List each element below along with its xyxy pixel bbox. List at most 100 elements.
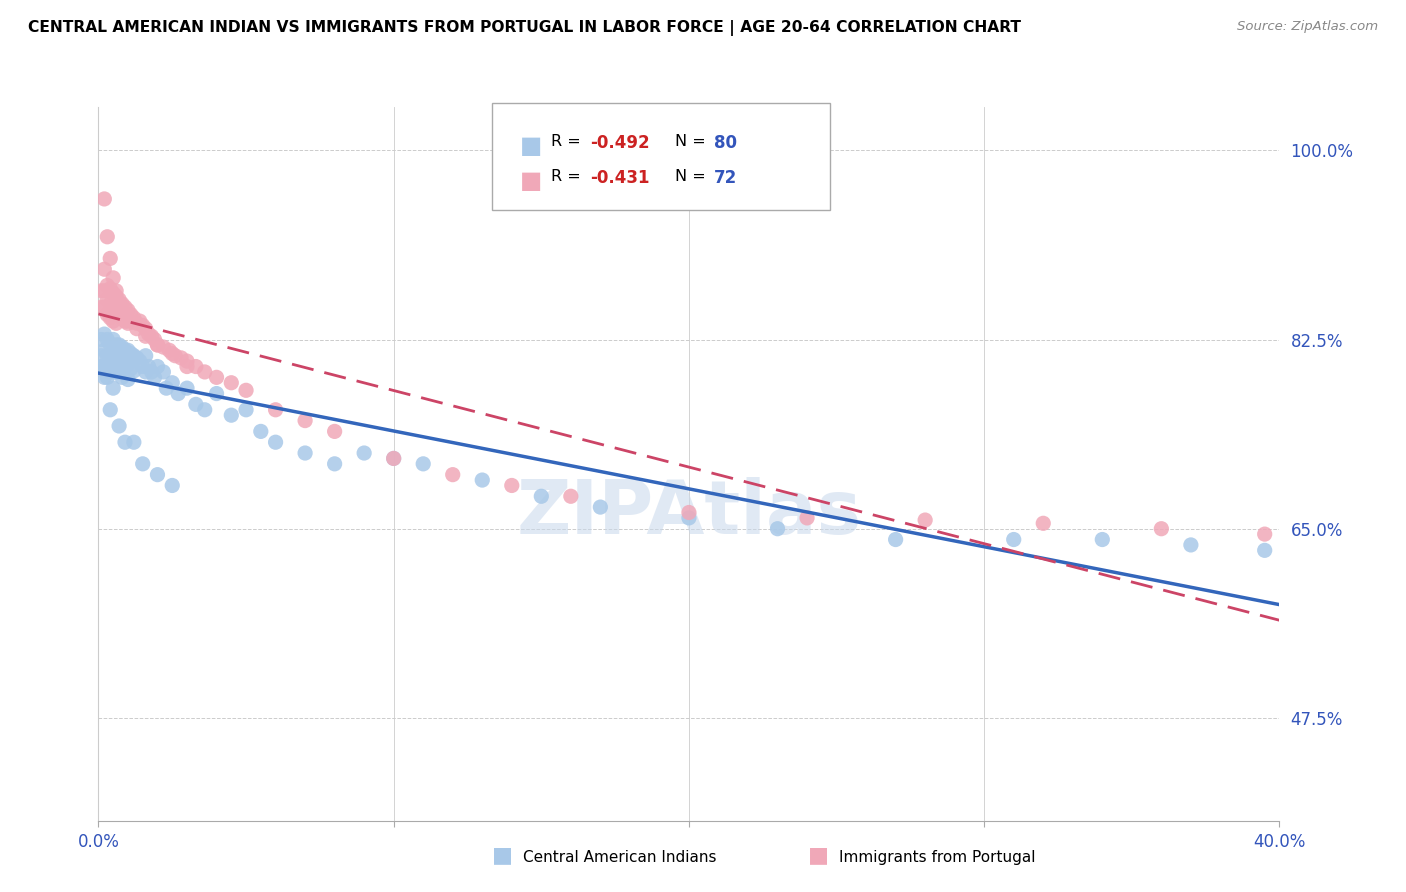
Point	[108, 305, 131, 319]
Point	[530, 489, 553, 503]
Point	[111, 340, 134, 354]
Point	[323, 425, 346, 439]
Text: 72: 72	[714, 169, 738, 187]
Point	[98, 310, 121, 325]
Point	[122, 310, 145, 325]
Point	[111, 305, 134, 319]
Point	[120, 361, 142, 376]
Point	[96, 359, 118, 374]
Point	[152, 365, 174, 379]
Point	[194, 402, 217, 417]
Point	[184, 359, 207, 374]
Point	[93, 370, 115, 384]
Point	[146, 338, 169, 352]
Point	[103, 314, 125, 328]
Point	[108, 293, 131, 307]
Point	[93, 262, 115, 277]
Point	[90, 300, 112, 314]
Point	[766, 522, 789, 536]
Point	[114, 435, 136, 450]
Point	[170, 351, 193, 365]
Point	[93, 192, 115, 206]
Point	[96, 349, 118, 363]
Point	[96, 308, 118, 322]
Point	[219, 408, 242, 422]
Point	[143, 333, 166, 347]
Point	[96, 370, 118, 384]
Text: -0.492: -0.492	[591, 134, 650, 152]
Point	[155, 381, 177, 395]
Point	[471, 473, 494, 487]
Text: ■: ■	[520, 169, 543, 194]
Point	[103, 343, 125, 358]
Point	[114, 314, 136, 328]
Point	[108, 365, 131, 379]
Point	[128, 354, 150, 368]
Point	[122, 435, 145, 450]
Point	[90, 349, 112, 363]
Point	[125, 351, 148, 365]
Point	[353, 446, 375, 460]
Point	[235, 402, 257, 417]
Point	[93, 343, 115, 358]
Point	[108, 419, 131, 434]
Point	[122, 349, 145, 363]
Point	[152, 340, 174, 354]
Point	[105, 303, 128, 318]
Point	[135, 321, 157, 335]
Point	[914, 513, 936, 527]
Point	[194, 365, 217, 379]
Point	[250, 425, 273, 439]
Point	[141, 365, 163, 379]
Point	[205, 370, 228, 384]
Point	[264, 402, 287, 417]
Point	[117, 343, 139, 358]
Point	[103, 271, 125, 285]
Point	[103, 333, 125, 347]
Point	[96, 293, 118, 307]
Point	[125, 316, 148, 330]
Text: R =: R =	[551, 134, 581, 149]
Point	[90, 359, 112, 374]
Point	[1002, 533, 1025, 547]
Point	[98, 282, 121, 296]
Point	[103, 365, 125, 379]
Point	[122, 364, 145, 378]
Point	[235, 384, 257, 398]
Point	[176, 354, 198, 368]
Point	[141, 329, 163, 343]
Point	[108, 351, 131, 365]
Point	[132, 359, 155, 374]
Point	[111, 370, 134, 384]
Point	[184, 397, 207, 411]
Text: ■: ■	[808, 846, 830, 865]
Point	[176, 359, 198, 374]
Point	[678, 506, 700, 520]
Point	[105, 316, 128, 330]
Point	[96, 278, 118, 293]
Point	[108, 338, 131, 352]
Point	[501, 478, 523, 492]
Point	[103, 354, 125, 368]
Point	[105, 289, 128, 303]
Point	[219, 376, 242, 390]
Point	[111, 354, 134, 368]
Point	[167, 386, 190, 401]
Point	[560, 489, 582, 503]
Point	[93, 327, 115, 342]
Point	[884, 533, 907, 547]
Point	[157, 343, 180, 358]
Point	[125, 321, 148, 335]
Point	[98, 365, 121, 379]
Point	[796, 511, 818, 525]
Text: -0.431: -0.431	[591, 169, 650, 187]
Point	[105, 338, 128, 352]
Point	[1091, 533, 1114, 547]
Point	[205, 386, 228, 401]
Point	[114, 343, 136, 358]
Point	[98, 351, 121, 365]
Point	[98, 402, 121, 417]
Point	[146, 338, 169, 352]
Point	[162, 346, 183, 360]
Point	[117, 303, 139, 318]
